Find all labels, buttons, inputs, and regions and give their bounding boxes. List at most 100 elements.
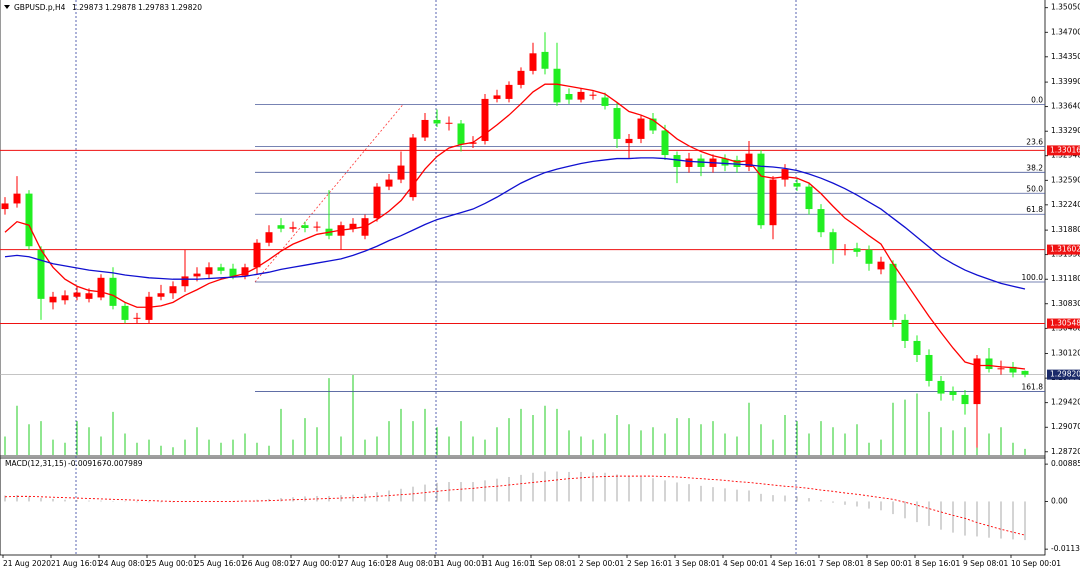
last-price-box <box>1047 369 1080 380</box>
macd-y-tick-label: 0.00885 <box>1051 459 1080 468</box>
candle-body <box>853 248 861 252</box>
candle-body <box>721 158 729 166</box>
candle-body <box>505 84 513 99</box>
x-tick-label: 21 Aug 16:01 <box>51 559 102 568</box>
moving-average <box>4 157 1026 290</box>
level-box <box>1047 244 1080 255</box>
fib-label: 50.0 <box>1026 184 1043 193</box>
candle-body <box>445 122 453 124</box>
candle-body <box>529 53 537 71</box>
candle-body <box>409 137 417 198</box>
x-tick-label: 31 Aug 00:01 <box>435 559 486 568</box>
y-tick-label: 1.32240 <box>1051 200 1080 209</box>
candle-body <box>601 97 609 106</box>
candle-body <box>937 380 945 394</box>
x-tick-label: 21 Aug 2020 <box>3 559 51 568</box>
candle-body <box>625 138 633 144</box>
menu-triangle[interactable] <box>4 5 10 9</box>
x-tick-label: 2 Sep 16:01 <box>627 559 673 568</box>
macd-y-tick-label: 0.00 <box>1051 496 1068 505</box>
level-label: 1.30548 <box>1050 319 1080 328</box>
candle-body <box>901 319 909 341</box>
candle-body <box>553 68 561 103</box>
y-tick-label: 1.31880 <box>1051 225 1080 234</box>
fib-label: 161.8 <box>1022 382 1044 391</box>
candle-body <box>733 159 741 167</box>
candle-body <box>841 249 849 251</box>
candle-body <box>817 209 825 233</box>
candle-body <box>829 232 837 250</box>
y-tick-label: 1.35050 <box>1051 3 1080 12</box>
candle-body <box>889 263 897 320</box>
macd-value: -0.007989 <box>104 459 143 468</box>
candle-body <box>769 179 777 226</box>
candle-body <box>109 277 117 306</box>
fib-label: 61.8 <box>1026 205 1043 214</box>
x-tick-label: 8 Sep 00:01 <box>867 559 913 568</box>
candle-body <box>565 94 573 100</box>
candle-body <box>973 358 981 405</box>
level-label: 1.31602 <box>1050 245 1080 254</box>
candle-body <box>961 394 969 405</box>
candle-body <box>1009 366 1017 373</box>
candle-body <box>433 119 441 124</box>
candle-body <box>13 193 21 204</box>
y-tick-label: 1.30120 <box>1051 349 1080 358</box>
y-tick-label: 1.29420 <box>1051 398 1080 407</box>
candle-body <box>469 142 477 144</box>
y-tick-label: 1.33640 <box>1051 102 1080 111</box>
candle-body <box>541 51 549 69</box>
y-tick-label: 1.34350 <box>1051 52 1080 61</box>
candle-body <box>697 158 705 167</box>
x-tick-label: 31 Aug 16:01 <box>483 559 534 568</box>
candle-body <box>181 276 189 287</box>
candle-body <box>589 94 597 96</box>
candle-body <box>1 203 9 210</box>
candle-body <box>85 293 93 299</box>
macd-value: -0.009167 <box>68 459 107 468</box>
candle-body <box>649 118 657 131</box>
candle-body <box>577 91 585 100</box>
fib-label: 0.0 <box>1031 96 1043 105</box>
fib-label: 100.0 <box>1022 273 1044 282</box>
candle-body <box>913 340 921 355</box>
candle-body <box>757 153 765 226</box>
candle-body <box>373 186 381 219</box>
candle-body <box>385 179 393 187</box>
candle-body <box>61 295 69 301</box>
y-tick-label: 1.33290 <box>1051 126 1080 135</box>
x-tick-label: 8 Sep 16:01 <box>915 559 961 568</box>
x-tick-label: 24 Aug 08:01 <box>99 559 150 568</box>
x-tick-label: 1 Sep 08:01 <box>531 559 577 568</box>
header-value: 1.29783 <box>138 3 169 12</box>
candle-body <box>685 158 693 167</box>
x-tick-label: 27 Aug 00:01 <box>291 559 342 568</box>
chart-title: GBPUSD.p,H4 <box>14 3 66 12</box>
candle-body <box>301 225 309 228</box>
y-tick-label: 1.32590 <box>1051 175 1080 184</box>
candle-body <box>985 358 993 370</box>
x-tick-label: 27 Aug 16:01 <box>339 559 390 568</box>
candle-body <box>241 267 249 276</box>
candle-body <box>157 293 165 297</box>
candle-body <box>481 98 489 142</box>
x-tick-label: 9 Sep 08:01 <box>963 559 1009 568</box>
candle-body <box>637 118 645 139</box>
candle-body <box>613 108 621 139</box>
x-tick-label: 25 Aug 16:01 <box>195 559 246 568</box>
candle-body <box>925 354 933 381</box>
candle-body <box>997 368 1005 370</box>
candle-body <box>37 249 45 299</box>
candle-body <box>145 296 153 320</box>
y-tick-label: 1.34700 <box>1051 27 1080 36</box>
candle-body <box>949 391 957 395</box>
x-tick-label: 4 Sep 00:01 <box>723 559 769 568</box>
fib-trendline <box>254 104 404 283</box>
candle-body <box>133 317 141 319</box>
candle-body <box>97 277 105 298</box>
candle-body <box>73 292 81 297</box>
candle-body <box>229 268 237 277</box>
candle-body <box>805 186 813 210</box>
